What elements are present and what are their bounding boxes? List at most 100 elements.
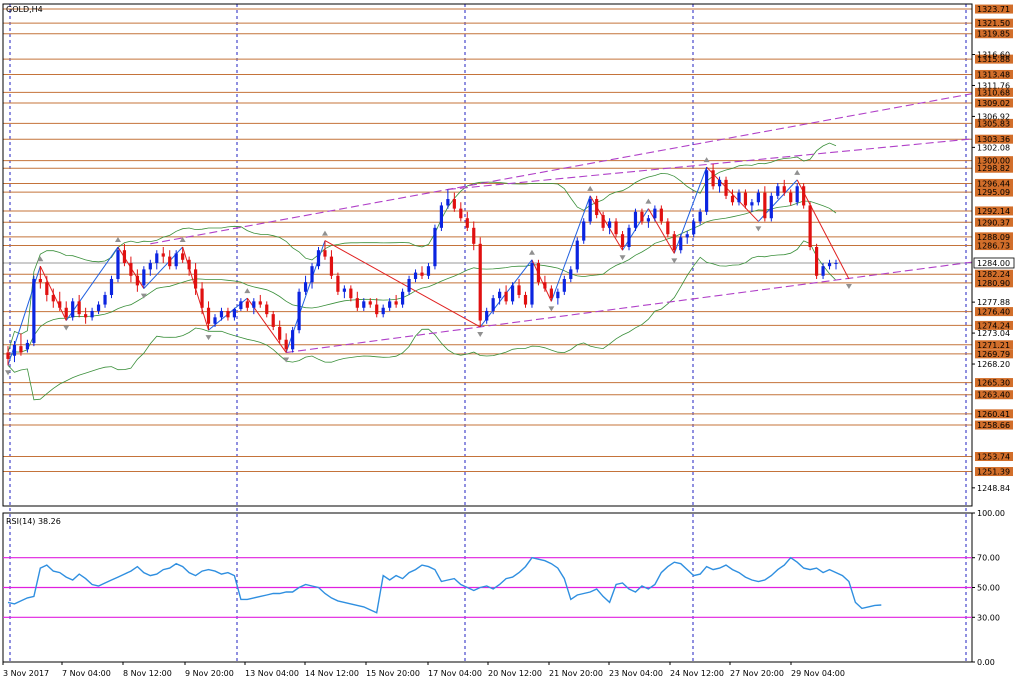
candle-body-86 <box>562 278 566 292</box>
candle-body-46 <box>303 282 308 292</box>
candle-body-99 <box>646 218 651 222</box>
price-label-box-14 <box>975 217 1013 227</box>
price-label-2: 1319.85 <box>977 30 1010 39</box>
price-tick-label-6: 1311.76 <box>977 81 1010 90</box>
candle-body-122 <box>795 186 799 203</box>
price-label-26: 1260.41 <box>977 410 1010 419</box>
rsi-title: RSI(14) 38.26 <box>6 517 61 526</box>
price-label-box-29 <box>975 467 1013 477</box>
price-label-box-11 <box>975 178 1013 188</box>
price-tick-label-5: 1306.92 <box>977 112 1010 121</box>
candle-body-81 <box>530 262 534 305</box>
rsi-line <box>7 556 882 614</box>
candle-body-75 <box>491 298 495 311</box>
price-label-25: 1263.40 <box>977 391 1010 400</box>
candle-body-118 <box>769 195 773 219</box>
candle-body-29 <box>193 269 198 289</box>
candle-body-28 <box>187 259 191 270</box>
price-label-box-27 <box>975 420 1013 430</box>
candle-body-101 <box>659 208 663 222</box>
trend-lower-channel <box>286 261 973 354</box>
candle-body-35 <box>232 309 237 318</box>
current-price-box <box>973 257 1015 269</box>
candle-body-89 <box>582 221 586 241</box>
candle-body-102 <box>666 221 670 235</box>
price-label-box-26 <box>975 409 1013 419</box>
candle-body-111 <box>724 179 728 196</box>
rsi-tick-label-4: 0.00 <box>977 658 995 667</box>
fractal-down-18 <box>755 226 762 232</box>
price-label-23: 1269.79 <box>977 350 1010 359</box>
candle-body-12 <box>84 314 88 318</box>
candle-body-95 <box>620 234 625 248</box>
vertical-separators <box>9 4 967 662</box>
candle-body-83 <box>543 282 547 289</box>
candle-body-97 <box>633 211 638 228</box>
time-label-5: 14 Nov 12:00 <box>305 669 359 678</box>
candle-body-112 <box>730 195 735 203</box>
zigzag-segment-11 <box>531 259 552 302</box>
candle-body-127 <box>827 262 832 267</box>
candle-body-98 <box>640 211 644 222</box>
candle-body-25 <box>168 256 172 267</box>
trend-lines <box>150 93 973 354</box>
candle-body-32 <box>213 317 217 324</box>
fractal-up-1 <box>37 256 44 262</box>
candle-body-17 <box>116 250 120 279</box>
candle-body-82 <box>536 262 541 283</box>
candlesticks <box>6 163 838 366</box>
candle-body-5 <box>38 278 42 283</box>
candle-body-42 <box>278 326 282 340</box>
candle-body-2 <box>19 346 23 353</box>
price-label-29: 1251.39 <box>977 468 1010 477</box>
time-label-9: 21 Nov 20:00 <box>549 669 603 678</box>
candle-body-103 <box>672 234 676 251</box>
fractal-up-13 <box>587 185 594 191</box>
candle-body-85 <box>556 291 560 299</box>
candle-body-57 <box>375 304 379 315</box>
rsi-tick-label-2: 50.00 <box>977 584 1000 593</box>
price-tick-label-0: 1248.84 <box>977 484 1010 493</box>
candle-body-66 <box>433 227 437 267</box>
candle-body-126 <box>821 266 825 276</box>
candle-body-64 <box>420 272 424 276</box>
candle-body-19 <box>129 262 133 276</box>
fractal-up-7 <box>244 288 251 294</box>
fractal-up-17 <box>703 157 710 163</box>
candle-body-71 <box>465 218 469 228</box>
price-tick-label-7: 1316.60 <box>977 51 1010 60</box>
price-label-20: 1276.40 <box>977 308 1010 317</box>
candle-body-88 <box>575 240 579 270</box>
candle-body-110 <box>717 179 722 187</box>
price-label-box-12 <box>975 187 1013 197</box>
candle-body-58 <box>381 307 385 315</box>
price-label-19: 1280.90 <box>977 279 1010 288</box>
rsi-tick-label-3: 30.00 <box>977 613 1000 622</box>
fractal-up-5 <box>179 237 186 243</box>
price-label-13: 1292.14 <box>977 207 1010 216</box>
candle-body-10 <box>71 301 75 318</box>
candle-body-13 <box>90 310 94 318</box>
price-label-box-25 <box>975 390 1013 400</box>
band-upper <box>7 142 837 353</box>
price-tick-label-1: 1268.20 <box>977 360 1010 369</box>
candle-body-76 <box>498 291 502 299</box>
candle-body-87 <box>569 269 573 279</box>
band-lower <box>7 240 837 401</box>
candle-body-90 <box>588 199 592 222</box>
price-level-lines <box>3 8 972 473</box>
price-tick-label-2: 1273.04 <box>977 329 1010 338</box>
zigzag-segment-12 <box>550 195 591 302</box>
time-label-12: 27 Nov 20:00 <box>730 669 784 678</box>
price-label-12: 1295.09 <box>977 188 1010 197</box>
candle-body-68 <box>446 199 450 206</box>
candle-body-74 <box>485 310 489 321</box>
candle-body-124 <box>808 205 812 248</box>
price-label-box-0 <box>975 4 1013 14</box>
candle-body-14 <box>96 304 101 311</box>
candle-body-26 <box>174 253 178 267</box>
candle-body-119 <box>776 186 780 196</box>
candle-body-39 <box>258 301 262 305</box>
